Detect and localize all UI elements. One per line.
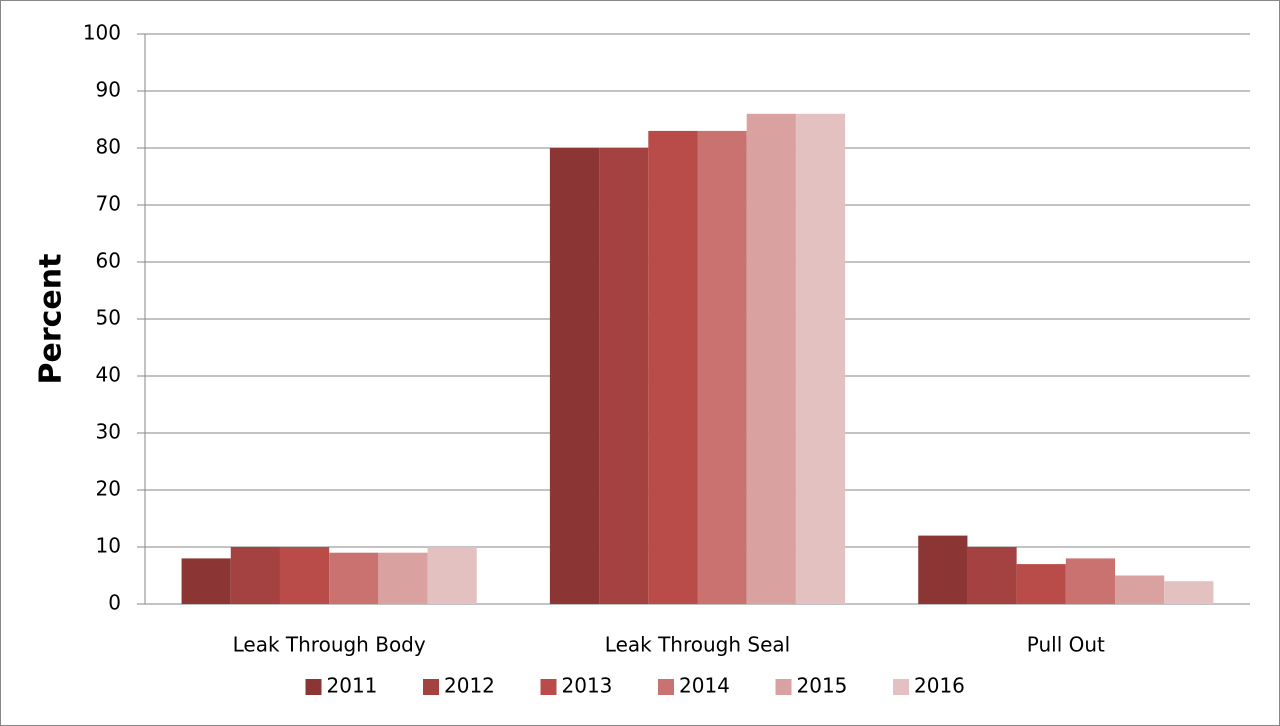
bar	[1065, 558, 1116, 604]
legend-label: 2011	[327, 674, 378, 698]
bar	[378, 552, 428, 604]
y-tick-label: 70	[96, 192, 121, 216]
legend-label: 2015	[797, 674, 848, 698]
bar	[427, 547, 477, 604]
y-tick-label: 30	[96, 420, 121, 444]
bar	[697, 130, 747, 604]
y-tick-label: 60	[96, 249, 121, 273]
y-tick-label: 40	[96, 363, 121, 387]
legend-label: 2013	[562, 674, 613, 698]
y-axis-title: Percent	[34, 254, 69, 385]
legend-label: 2016	[914, 674, 965, 698]
bar	[795, 113, 846, 605]
legend-swatch	[775, 679, 792, 695]
bar	[230, 547, 280, 604]
legend-swatch	[305, 679, 322, 695]
legend-swatch	[893, 679, 909, 695]
y-tick-label: 100	[83, 21, 121, 45]
bar	[648, 130, 698, 604]
bar	[1164, 581, 1214, 604]
y-tick-label: 20	[96, 477, 121, 501]
bar	[1016, 564, 1066, 604]
bar	[599, 148, 649, 604]
bar	[279, 547, 330, 604]
bar	[746, 113, 796, 605]
x-tick-label: Leak Through Seal	[605, 633, 790, 657]
x-tick-label: Pull Out	[1027, 633, 1105, 657]
y-tick-label: 80	[96, 135, 121, 159]
y-tick-label: 0	[108, 591, 121, 615]
legend-swatch	[658, 679, 674, 695]
bar	[549, 148, 600, 604]
bar	[181, 558, 231, 604]
legend-swatch	[540, 679, 557, 695]
x-tick-label: Leak Through Body	[233, 633, 426, 657]
legend-swatch	[423, 679, 439, 695]
bar	[329, 552, 379, 604]
bar	[918, 535, 968, 604]
bar	[1115, 575, 1165, 604]
y-tick-label: 10	[96, 534, 121, 558]
bar	[967, 547, 1017, 604]
y-tick-label: 50	[96, 306, 121, 330]
legend-label: 2014	[679, 674, 730, 698]
legend-label: 2012	[444, 674, 495, 698]
y-tick-label: 90	[96, 78, 121, 102]
